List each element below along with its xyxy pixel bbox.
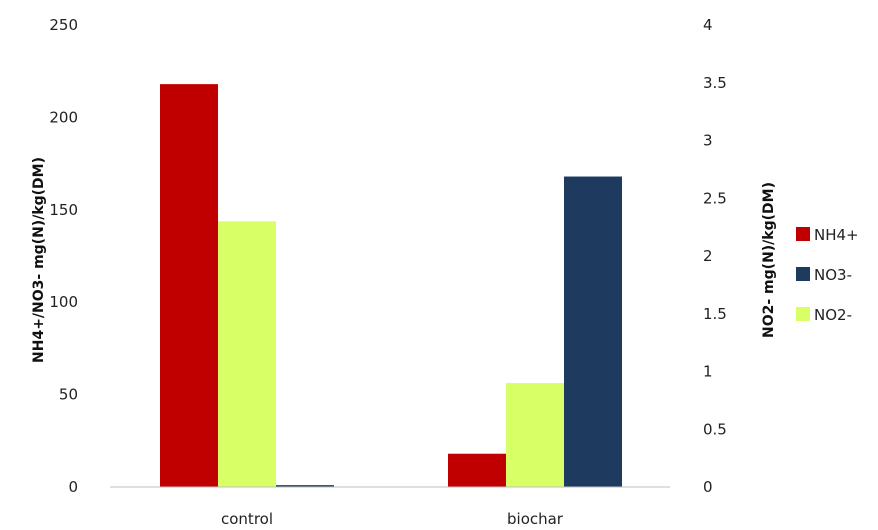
bar-nh4-control xyxy=(160,84,218,488)
y-tick-label: 150 xyxy=(49,201,78,219)
bars-group xyxy=(160,84,622,488)
y2-tick-label: 1.5 xyxy=(703,305,727,323)
legend-label-nh4: NH4+ xyxy=(814,226,859,244)
y2-tick-label: 0 xyxy=(703,478,713,496)
bar-nh4-biochar xyxy=(448,453,506,487)
y2-tick-label: 4 xyxy=(703,16,713,34)
y-axis-title: NH4+/NO3- mg(N)/kg(DM) xyxy=(31,157,47,363)
bar-no2-control xyxy=(218,221,276,487)
y2-ticks-group: 0 0.5 1 1.5 2 2.5 3 3.5 4 xyxy=(703,16,727,496)
x-tick-label-control: control xyxy=(221,510,273,528)
y2-axis-title: NO2- mg(N)/kg(DM) xyxy=(761,182,777,338)
legend-swatch-nh4 xyxy=(796,227,810,241)
y-ticks-group: 0 50 100 150 200 250 xyxy=(49,16,78,496)
legend-label-no2: NO2- xyxy=(814,306,852,324)
y2-tick-label: 2 xyxy=(703,247,713,265)
y2-tick-label: 1 xyxy=(703,363,713,381)
x-ticks-group: control biochar xyxy=(221,510,564,528)
bar-no3-biochar xyxy=(564,176,622,487)
legend-swatch-no3 xyxy=(796,267,810,281)
y-tick-label: 200 xyxy=(49,108,78,126)
x-tick-label-biochar: biochar xyxy=(507,510,564,528)
y2-tick-label: 2.5 xyxy=(703,189,727,207)
legend-label-no3: NO3- xyxy=(814,266,852,284)
legend-swatch-no2 xyxy=(796,307,810,321)
y-tick-label: 100 xyxy=(49,293,78,311)
y2-tick-label: 3.5 xyxy=(703,74,727,92)
y2-tick-label: 3 xyxy=(703,132,713,150)
legend: NH4+ NO3- NO2- xyxy=(796,226,859,324)
y-tick-label: 0 xyxy=(68,478,78,496)
y2-tick-label: 0.5 xyxy=(703,420,727,438)
y-tick-label: 250 xyxy=(49,16,78,34)
y-tick-label: 50 xyxy=(59,386,78,404)
bar-no3-control xyxy=(276,485,334,487)
bar-no2-biochar xyxy=(506,383,564,487)
